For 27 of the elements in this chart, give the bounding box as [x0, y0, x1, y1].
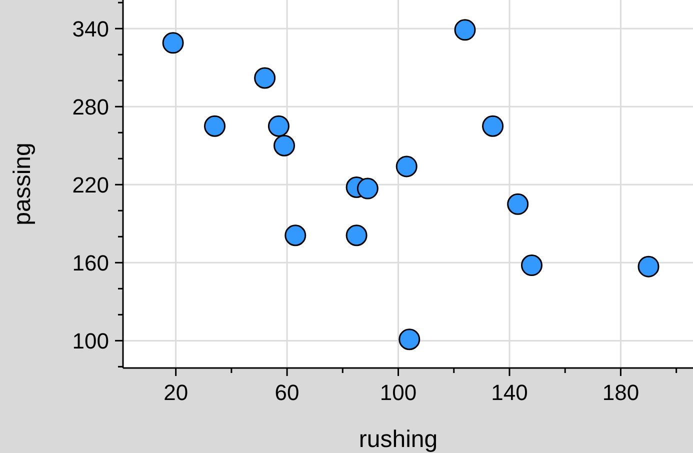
point — [268, 115, 290, 137]
point — [520, 254, 542, 276]
y-tick-label: 220 — [72, 172, 109, 198]
point — [284, 224, 306, 246]
point — [274, 134, 296, 156]
point — [162, 32, 184, 54]
point — [454, 19, 476, 41]
y-tick-label: 280 — [72, 94, 109, 120]
point — [346, 224, 368, 246]
x-tick-label: 60 — [274, 380, 300, 405]
x-tick-label: 180 — [602, 380, 640, 405]
point — [356, 178, 378, 200]
point — [638, 256, 660, 278]
point — [204, 115, 226, 137]
x-tick-label: 100 — [380, 380, 417, 405]
point — [482, 115, 504, 137]
y-tick-label: 160 — [72, 250, 109, 276]
point — [398, 328, 420, 350]
point — [396, 156, 418, 178]
x-tick-label: 140 — [491, 380, 528, 405]
y-tick-label: 100 — [72, 328, 109, 354]
y-tick-label: 340 — [72, 16, 109, 42]
point — [507, 193, 529, 215]
y-axis-title: passing — [9, 142, 36, 226]
point — [254, 67, 276, 89]
x-axis-title: rushing — [358, 426, 438, 453]
x-tick-label: 20 — [164, 380, 188, 405]
